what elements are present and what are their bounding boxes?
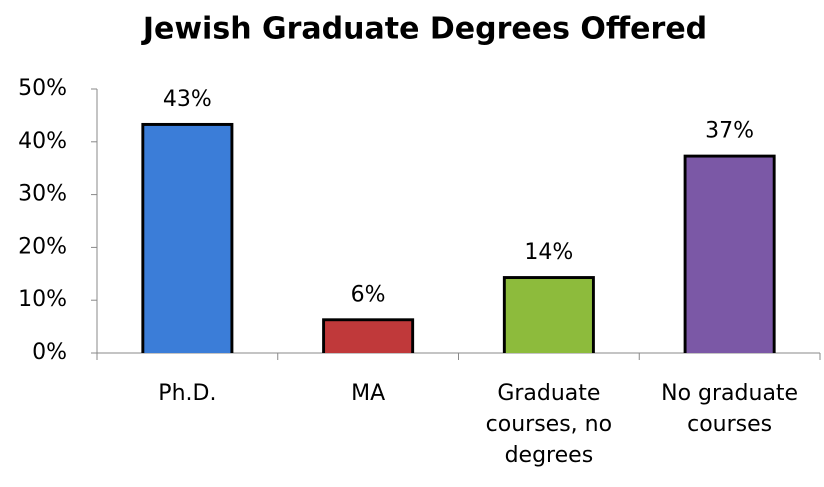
y-tick-label: 0% [32,340,67,365]
x-tick-label: Graduate courses, no degrees [485,381,613,468]
x-tick-label: No graduate courses [661,381,799,437]
bar-shade [144,125,231,354]
x-tick-label: Ph.D. [158,381,217,406]
chart-title: Jewish Graduate Degrees Offered [141,12,707,47]
bar-shade [686,157,773,353]
bar-shade [325,321,412,353]
y-tick-label: 30% [18,182,67,207]
y-tick-label: 40% [18,129,67,154]
y-tick-label: 10% [18,287,67,312]
y-tick-label: 20% [18,234,67,259]
value-label: 6% [351,282,386,307]
value-label: 43% [163,87,212,112]
value-label: 37% [705,119,754,144]
bar-shade [505,279,592,353]
value-label: 14% [524,240,573,265]
x-tick-label: MA [351,381,386,406]
y-tick-label: 50% [18,76,67,101]
